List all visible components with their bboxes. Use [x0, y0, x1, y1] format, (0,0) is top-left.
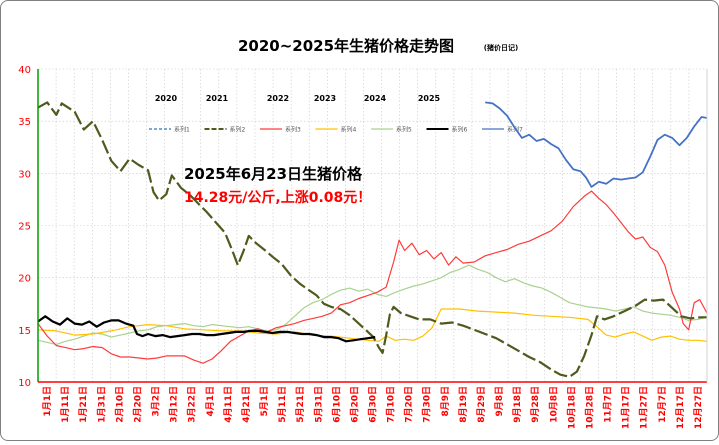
x-tick-label: 12月27日: [693, 386, 704, 429]
annotation-title: 2025年6月23日生猪价格: [184, 165, 363, 183]
legend-label: 系列2: [230, 126, 246, 134]
series-line-s6: [37, 315, 376, 343]
y-tick-label: 30: [18, 169, 31, 180]
year-label: 2022: [267, 94, 289, 103]
x-tick-label: 1月31日: [96, 386, 107, 423]
year-labels: 2020 2021 2022 2023 2024 2025: [155, 94, 441, 103]
x-tick-label: 8月19日: [458, 386, 469, 423]
x-tick-label: 4月21日: [241, 386, 252, 423]
legend-label: 系列1: [174, 126, 190, 134]
series-line-s3: [37, 190, 708, 364]
legend-label: 系列6: [452, 126, 468, 134]
legend-label: 系列4: [341, 126, 357, 134]
annotation-detail: 14.28元/公斤,上涨0.08元！: [184, 189, 371, 206]
y-tick-label: 10: [18, 378, 31, 389]
x-tick-label: 4月1日: [205, 386, 216, 417]
x-tick-label: 10月28日: [584, 386, 595, 429]
y-tick-label: 25: [18, 222, 31, 233]
x-tick-label: 10月8日: [548, 386, 559, 423]
x-tick-label: 6月20日: [349, 386, 360, 423]
x-tick-label: 5月31日: [313, 386, 324, 423]
x-tick-label: 7月30日: [422, 386, 433, 423]
x-tick-label: 5月11日: [277, 386, 288, 423]
x-tick-label: 11月27日: [639, 386, 650, 429]
x-tick-label: 5月1日: [259, 386, 270, 417]
x-tick-label: 8月9日: [440, 386, 451, 417]
series-line-s2: [37, 101, 707, 378]
x-tick-label: 6月30日: [368, 386, 379, 423]
y-axis-ticks: 10 15 20 25 30 35 40: [18, 65, 31, 389]
legend: 系列1 系列2 系列3 系列4 系列5 系列6 系列7: [149, 126, 523, 134]
x-tick-label: 4月11日: [223, 386, 234, 423]
x-tick-label: 10月18日: [566, 386, 577, 429]
x-tick-label: 3月2日: [151, 386, 162, 417]
x-tick-label: 8月29日: [476, 386, 487, 423]
x-tick-label: 12月7日: [657, 386, 668, 423]
x-tick-label: 1月1日: [42, 386, 53, 417]
legend-label: 系列5: [396, 126, 412, 134]
x-tick-label: 1月21日: [78, 386, 89, 423]
year-label: 2023: [314, 94, 336, 103]
x-tick-label: 2月10日: [114, 386, 125, 423]
x-tick-label: 7月20日: [404, 386, 415, 423]
year-label: 2025: [418, 94, 441, 103]
year-label: 2020: [155, 94, 178, 103]
x-tick-label: 9月8日: [494, 386, 505, 417]
x-axis-ticks: 1月1日 1月11日 1月21日 1月31日 2月10日 2月20日 3月2日 3月12日 3月…: [42, 386, 704, 429]
x-tick-label: 3月22日: [187, 386, 198, 423]
year-label: 2024: [364, 94, 387, 103]
x-tick-label: 9月28日: [530, 386, 541, 423]
series-line-s5: [37, 264, 708, 345]
x-tick-label: 11月17日: [621, 386, 632, 429]
chart-subtitle: (猪价日记): [484, 43, 518, 52]
y-tick-label: 35: [18, 117, 31, 128]
x-tick-label: 11月7日: [603, 386, 614, 423]
year-label: 2021: [206, 94, 229, 103]
x-tick-label: 6月10日: [331, 386, 342, 423]
x-tick-label: 5月21日: [295, 386, 306, 423]
x-tick-label: 7月10日: [386, 386, 397, 423]
y-tick-label: 20: [18, 274, 31, 285]
x-tick-label: 12月17日: [675, 386, 686, 429]
y-tick-label: 40: [18, 65, 31, 76]
series-line-s7: [485, 101, 708, 188]
y-tick-label: 15: [18, 326, 31, 337]
x-tick-label: 3月12日: [169, 386, 180, 423]
chart-title: 2020~2025年生猪价格走势图: [238, 37, 454, 55]
x-tick-label: 9月18日: [512, 386, 523, 423]
series-lines: [37, 101, 708, 378]
series-line-s4: [37, 308, 708, 342]
x-tick-label: 1月11日: [60, 386, 71, 423]
x-tick-label: 2月20日: [132, 386, 143, 423]
legend-label: 系列3: [285, 126, 301, 134]
